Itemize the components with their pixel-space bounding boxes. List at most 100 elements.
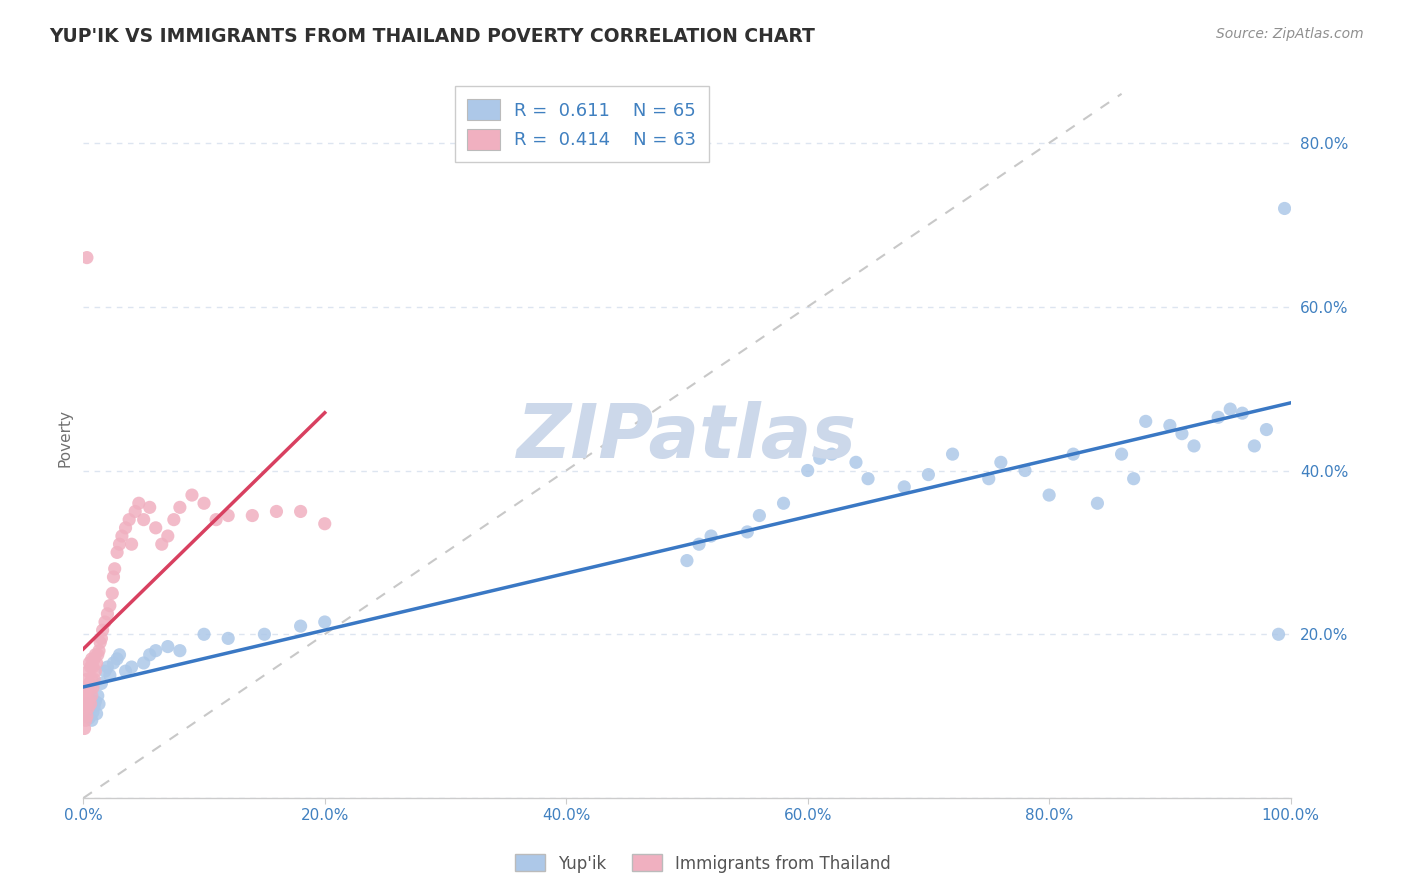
Point bbox=[87, 648, 110, 662]
Point bbox=[253, 627, 276, 641]
Point bbox=[76, 673, 98, 687]
Point bbox=[150, 537, 173, 551]
Point bbox=[821, 447, 844, 461]
Point bbox=[121, 660, 143, 674]
Point bbox=[96, 660, 118, 674]
Point bbox=[1206, 410, 1229, 425]
Point bbox=[90, 676, 112, 690]
Point bbox=[290, 504, 312, 518]
Point bbox=[87, 643, 110, 657]
Text: Source: ZipAtlas.com: Source: ZipAtlas.com bbox=[1216, 27, 1364, 41]
Legend: Yup'ik, Immigrants from Thailand: Yup'ik, Immigrants from Thailand bbox=[509, 847, 897, 880]
Point bbox=[89, 635, 111, 649]
Point bbox=[80, 713, 103, 727]
Point bbox=[90, 632, 112, 646]
Point bbox=[91, 623, 114, 637]
Point bbox=[1087, 496, 1109, 510]
Point bbox=[111, 529, 134, 543]
Point bbox=[1182, 439, 1205, 453]
Point bbox=[138, 648, 160, 662]
Point bbox=[104, 562, 127, 576]
Point bbox=[80, 652, 103, 666]
Point bbox=[240, 508, 263, 523]
Point bbox=[87, 689, 110, 703]
Point bbox=[748, 508, 770, 523]
Point bbox=[98, 599, 121, 613]
Point bbox=[79, 701, 101, 715]
Point bbox=[108, 537, 131, 551]
Point bbox=[1111, 447, 1133, 461]
Point bbox=[893, 480, 915, 494]
Point bbox=[700, 529, 723, 543]
Point bbox=[205, 513, 228, 527]
Point bbox=[314, 516, 336, 531]
Point bbox=[75, 709, 97, 723]
Point bbox=[79, 681, 101, 695]
Point bbox=[977, 472, 1000, 486]
Point bbox=[82, 681, 104, 695]
Point bbox=[86, 656, 108, 670]
Point bbox=[917, 467, 939, 482]
Point bbox=[169, 500, 191, 515]
Point bbox=[156, 529, 179, 543]
Point bbox=[79, 693, 101, 707]
Point bbox=[96, 607, 118, 621]
Point bbox=[145, 521, 167, 535]
Point bbox=[79, 711, 101, 725]
Point bbox=[1171, 426, 1194, 441]
Point bbox=[86, 706, 108, 721]
Point bbox=[80, 689, 103, 703]
Legend: R =  0.611    N = 65, R =  0.414    N = 63: R = 0.611 N = 65, R = 0.414 N = 63 bbox=[454, 87, 709, 162]
Point bbox=[314, 615, 336, 629]
Point bbox=[772, 496, 794, 510]
Point bbox=[1062, 447, 1084, 461]
Point bbox=[1159, 418, 1181, 433]
Point bbox=[76, 251, 98, 265]
Point bbox=[79, 660, 101, 674]
Point bbox=[73, 705, 96, 719]
Point bbox=[124, 504, 146, 518]
Point bbox=[132, 656, 155, 670]
Point bbox=[84, 694, 107, 708]
Point bbox=[75, 697, 97, 711]
Point bbox=[1232, 406, 1254, 420]
Point bbox=[76, 693, 98, 707]
Point bbox=[82, 660, 104, 674]
Point bbox=[1267, 627, 1289, 641]
Point bbox=[77, 664, 100, 678]
Point bbox=[856, 472, 879, 486]
Point bbox=[77, 703, 100, 717]
Point bbox=[87, 697, 110, 711]
Point bbox=[990, 455, 1012, 469]
Point bbox=[73, 701, 96, 715]
Point bbox=[737, 524, 759, 539]
Point bbox=[1135, 414, 1157, 428]
Point bbox=[105, 545, 128, 559]
Point bbox=[79, 656, 101, 670]
Point bbox=[1122, 472, 1144, 486]
Point bbox=[83, 673, 105, 687]
Point bbox=[101, 586, 124, 600]
Point bbox=[290, 619, 312, 633]
Point bbox=[128, 496, 150, 510]
Point bbox=[808, 451, 831, 466]
Point bbox=[84, 664, 107, 678]
Point bbox=[217, 508, 239, 523]
Point bbox=[156, 640, 179, 654]
Point bbox=[73, 722, 96, 736]
Point bbox=[108, 648, 131, 662]
Point bbox=[94, 615, 117, 629]
Point bbox=[103, 570, 125, 584]
Point bbox=[121, 537, 143, 551]
Point bbox=[83, 652, 105, 666]
Point bbox=[845, 455, 868, 469]
Point bbox=[75, 713, 97, 727]
Point bbox=[217, 632, 239, 646]
Point bbox=[79, 676, 101, 690]
Point bbox=[103, 656, 125, 670]
Point bbox=[132, 513, 155, 527]
Point bbox=[193, 496, 215, 510]
Point bbox=[941, 447, 963, 461]
Point bbox=[1243, 439, 1265, 453]
Point bbox=[688, 537, 710, 551]
